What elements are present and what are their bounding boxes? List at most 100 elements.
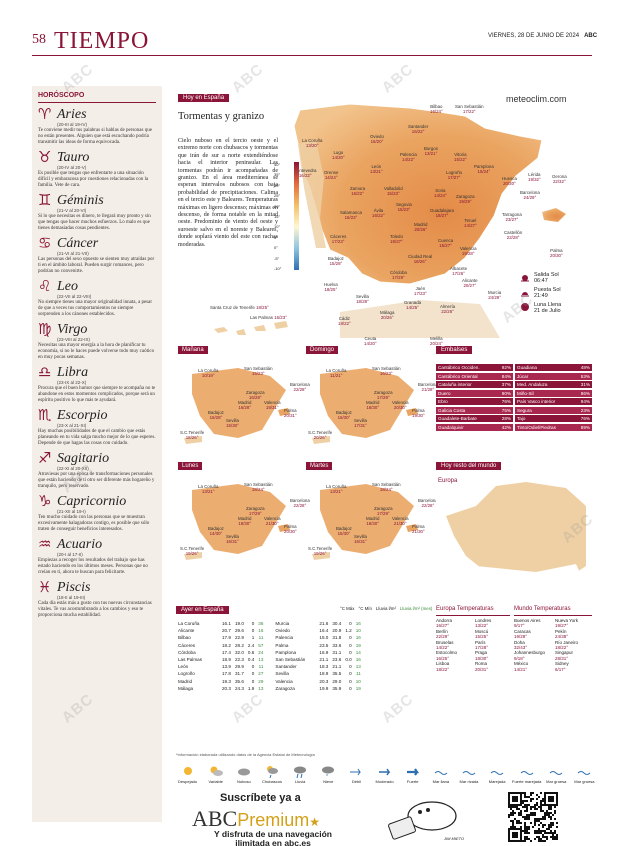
reservoir-name: Miño-Sil bbox=[517, 390, 534, 396]
city-temp-cell: México 14/21° bbox=[514, 661, 551, 672]
sign-dates: (20-IV al 20-V) bbox=[57, 165, 87, 170]
city-temps: 13/22° bbox=[475, 623, 489, 629]
temp-headers: °C Máx °C Mín Lluvia l/m² Lluvia l/m² (m… bbox=[340, 606, 432, 611]
temp-value: 0 bbox=[251, 628, 255, 634]
temp-city: León bbox=[178, 664, 189, 670]
fuerte-icon bbox=[405, 764, 421, 779]
aemet-note: *Información elaborada utilizando datos … bbox=[176, 752, 315, 757]
city-name: Badajoz bbox=[336, 410, 352, 415]
reservoir-name: Tajo bbox=[517, 416, 526, 421]
city-name: León bbox=[371, 164, 382, 169]
legend-item: Variable bbox=[204, 764, 227, 784]
world-temps-grid: Buenos Aires 9/17° Nueva York 19/27° Caracas… bbox=[514, 618, 592, 672]
city-name: Oviedo bbox=[370, 134, 384, 139]
yesterday-table-right: Murcia 21.6 30.4 0 16 Oviedo 16.4 20.9 1.2 10 Pale… bbox=[273, 620, 362, 692]
temp-row: Cáceres 18.2 28.2 2.4 57 bbox=[176, 642, 265, 649]
city-temps: 20/26° bbox=[414, 227, 428, 232]
temp-value: 0 bbox=[251, 671, 255, 677]
sign-dates: (21-XII al 19-I) bbox=[57, 509, 86, 514]
city-name: Cáceres bbox=[330, 234, 347, 239]
north-africa bbox=[340, 300, 500, 338]
city-label: Córdoba 17/29° bbox=[390, 270, 407, 280]
sign-text: Hay muchas posibilidades de que el cambi… bbox=[38, 429, 156, 446]
mini-city: Madrid 18/30° bbox=[366, 400, 379, 410]
sign-name: Aries bbox=[57, 107, 87, 122]
city-temps: 22/29° bbox=[436, 634, 450, 640]
city-temps: 16/28° bbox=[248, 395, 262, 400]
city-name: México bbox=[514, 661, 529, 667]
horoscope-sign: ♑ Capricornio (21-XII al 19-I) Ten mucho cu… bbox=[38, 494, 156, 533]
city-temps: 15/25° bbox=[475, 634, 489, 640]
city-temps: 14/27° bbox=[464, 223, 477, 228]
canary-city: Las Palmas 16/23° bbox=[250, 315, 287, 320]
city-name: Sevilla bbox=[356, 294, 369, 299]
temp-value: 15.0 bbox=[319, 635, 329, 641]
qr-code[interactable] bbox=[506, 792, 560, 842]
temp-value: 1.9 bbox=[247, 685, 255, 691]
city-temps: 24/29° bbox=[488, 295, 501, 300]
horoscope-title: HORÓSCOPO bbox=[38, 92, 156, 103]
temp-value: 31.1 bbox=[332, 649, 342, 655]
city-name: Badajoz bbox=[336, 526, 352, 531]
city-label: Pontevedra 16/22° bbox=[294, 168, 316, 178]
temp-value: 16 bbox=[355, 635, 361, 641]
city-name: Singapur bbox=[555, 650, 574, 656]
sign-header: ♓ Piscis bbox=[38, 580, 156, 595]
city-name: Ciudad Real bbox=[408, 254, 433, 259]
temp-row: Pamplona 16.9 31.1 0 14 bbox=[273, 649, 362, 656]
reservoir-name: Cantábrico Occiden. bbox=[438, 365, 480, 370]
mini-city: La Coruña 10/19° bbox=[198, 368, 219, 378]
city-temps: 9/18° bbox=[514, 655, 525, 661]
legend-item: Despejado bbox=[176, 764, 199, 784]
city-label: Lugo 14/20° bbox=[332, 150, 345, 160]
mini-city: S.C.Tenerife 18/26° bbox=[180, 430, 204, 440]
reservoir-name: Tinto/Odiel/Piedras bbox=[517, 424, 556, 430]
legend-item: Mar gruesa bbox=[573, 764, 596, 784]
horoscope-sign: ♎ Libra (23-IX al 22-X) Procura que el buen… bbox=[38, 365, 156, 404]
city-name: Castellón bbox=[504, 230, 523, 235]
legend-label: Variable bbox=[208, 779, 223, 784]
city-name: Barcelona bbox=[520, 190, 540, 195]
temp-value: 22.3 bbox=[234, 657, 244, 663]
city-temps: 16/23° bbox=[344, 215, 358, 220]
temp-row: Zaragoza 19.9 35.9 0 19 bbox=[273, 685, 362, 692]
temp-city: San Sebastián bbox=[275, 657, 306, 663]
temp-city: Córdoba bbox=[178, 649, 196, 655]
reservoir-row: Guadalquivir 42% bbox=[436, 423, 513, 431]
sign-text: Las personas del sexo opuesto se sienten… bbox=[38, 257, 155, 274]
mini-spain-shape bbox=[312, 368, 418, 444]
city-name: Madrid bbox=[366, 400, 380, 405]
city-name: Toledo bbox=[390, 234, 403, 239]
temp-city: Logroño bbox=[178, 671, 195, 677]
city-temps: 14/22° bbox=[402, 157, 415, 162]
city-name: Valencia bbox=[460, 246, 477, 251]
temp-value: 20.3 bbox=[319, 678, 329, 684]
thermo-label: -10° bbox=[274, 266, 282, 271]
baleares-islands bbox=[542, 208, 566, 222]
city-temp-cell: Río Janeiro 18/22° bbox=[555, 640, 592, 651]
city-name: Buenos Aires bbox=[514, 618, 541, 623]
city-name: Granada bbox=[404, 300, 422, 305]
city-temps: 16/22° bbox=[298, 173, 312, 178]
temp-row: Murcia 21.6 30.4 0 16 bbox=[273, 620, 362, 627]
city-name: Orense bbox=[324, 170, 339, 175]
city-name: Valencia bbox=[392, 400, 409, 405]
temp-value: 20.7 bbox=[222, 628, 231, 634]
reservoir-row: Cantábrico Occiden. 92% bbox=[436, 364, 513, 371]
city-label: Lérida 19/32° bbox=[528, 172, 541, 182]
city-temps: 20/30° bbox=[550, 253, 563, 258]
forecast-day-tag: Mañana bbox=[178, 346, 208, 354]
city-name: Bilbao bbox=[430, 104, 443, 109]
temp-city: Pamplona bbox=[275, 649, 297, 655]
city-name: S.C.Tenerife bbox=[180, 546, 205, 551]
temp-row: Bilbao 17.9 22.9 1 11 bbox=[176, 634, 265, 641]
city-label: Madrid 20/26° bbox=[414, 222, 427, 232]
city-name: Tarragona bbox=[502, 212, 522, 217]
temp-city: Bilbao bbox=[178, 635, 191, 641]
sign-dates: (18-II al 19-III) bbox=[57, 595, 86, 600]
temp-value: 10 bbox=[355, 628, 361, 634]
temp-value: 29 bbox=[258, 678, 264, 684]
city-name: Barcelona bbox=[418, 382, 438, 387]
sign-header: ♒ Acuario bbox=[38, 537, 156, 552]
city-label: Castellón 22/28° bbox=[504, 230, 522, 240]
